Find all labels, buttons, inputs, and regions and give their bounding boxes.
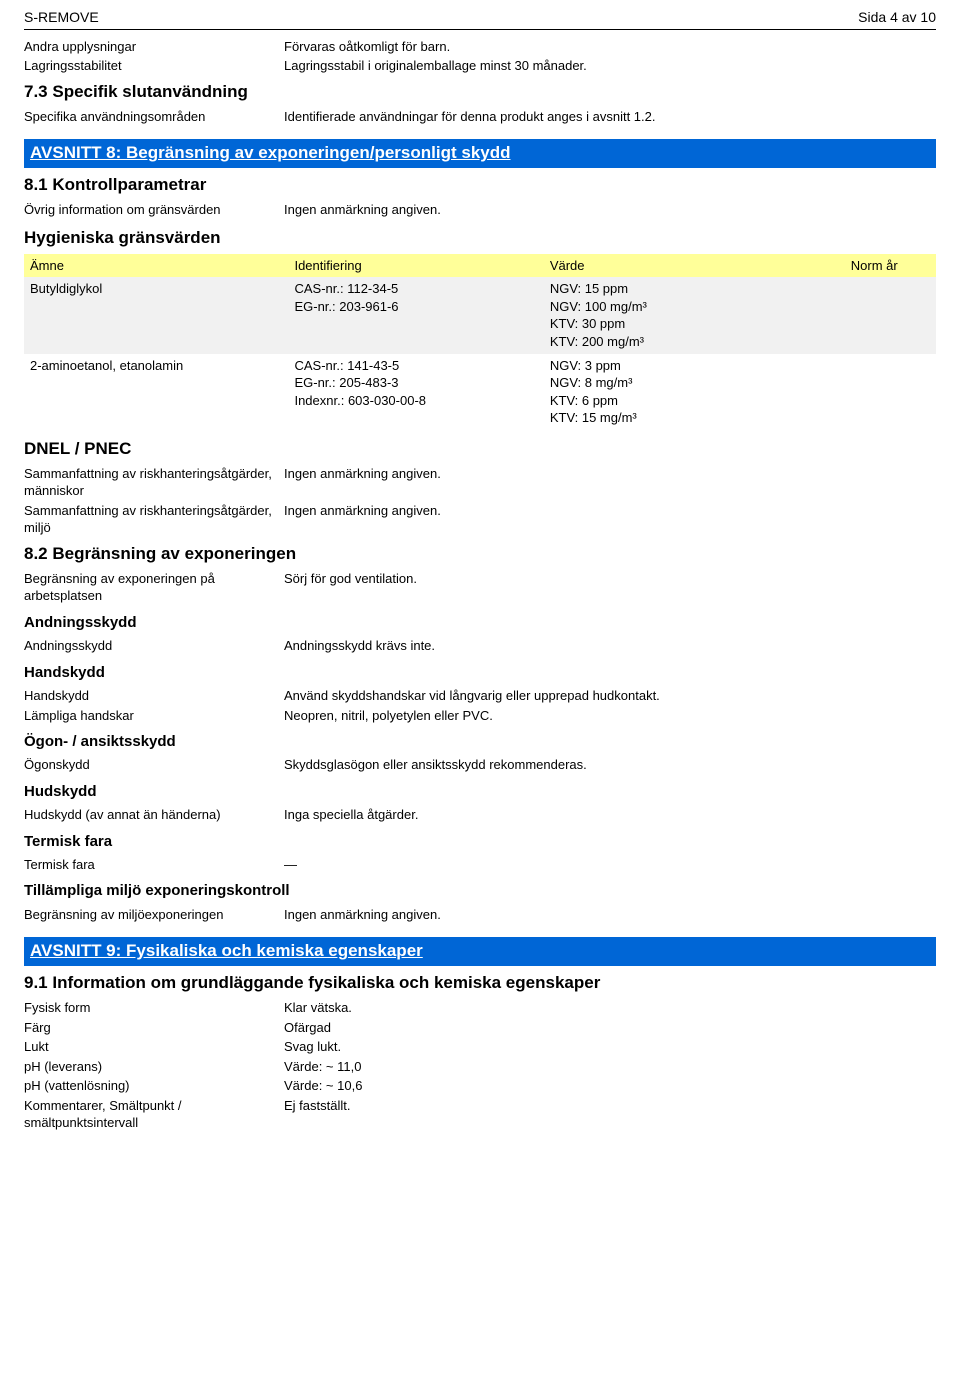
cell-varde: NGV: 3 ppm NGV: 8 mg/m³ KTV: 6 ppm KTV: … [544, 354, 845, 430]
kv-label: Lagringsstabilitet [24, 57, 284, 75]
kv-value: Ingen anmärkning angiven. [284, 201, 936, 219]
kv-row: Andra upplysningar Förvaras oåtkomligt f… [24, 38, 936, 56]
kv-label: Sammanfattning av riskhanteringsåtgärder… [24, 465, 284, 500]
cell-varde: NGV: 15 ppm NGV: 100 mg/m³ KTV: 30 ppm K… [544, 277, 845, 353]
heading-8-2: 8.2 Begränsning av exponeringen [24, 543, 936, 566]
kv-label: Kommentarer, Smältpunkt / smältpunktsint… [24, 1097, 284, 1132]
kv-value: Använd skyddshandskar vid långvarig elle… [284, 687, 936, 705]
cell-id: CAS-nr.: 112-34-5 EG-nr.: 203-961-6 [288, 277, 543, 353]
hygienic-table: Ämne Identifiering Värde Norm år Butyldi… [24, 254, 936, 430]
kv-row: Sammanfattning av riskhanteringsåtgärder… [24, 502, 936, 537]
kv-label: Lämpliga handskar [24, 707, 284, 725]
kv-value: — [284, 856, 936, 874]
section-9-banner: AVSNITT 9: Fysikaliska och kemiska egens… [24, 937, 936, 966]
kv-row: Lämpliga handskar Neopren, nitril, polye… [24, 707, 936, 725]
heading-ogon: Ögon- / ansiktsskydd [24, 732, 936, 752]
kv-label: Sammanfattning av riskhanteringsåtgärder… [24, 502, 284, 537]
table-row: Butyldiglykol CAS-nr.: 112-34-5 EG-nr.: … [24, 277, 936, 353]
heading-andningsskydd: Andningsskydd [24, 613, 936, 633]
heading-handskydd: Handskydd [24, 663, 936, 683]
kv-value: Identifierade användningar för denna pro… [284, 108, 936, 126]
th-amne: Ämne [24, 254, 288, 278]
kv-label: Övrig information om gränsvärden [24, 201, 284, 219]
kv-row: Övrig information om gränsvärden Ingen a… [24, 201, 936, 219]
kv-row: Begränsning av exponeringen på arbetspla… [24, 570, 936, 605]
kv-row: Fysisk form Klar vätska. [24, 999, 936, 1017]
heading-termisk: Termisk fara [24, 832, 936, 852]
kv-label: pH (vattenlösning) [24, 1077, 284, 1095]
kv-value: Klar vätska. [284, 999, 936, 1017]
kv-row: Andningsskydd Andningsskydd krävs inte. [24, 637, 936, 655]
kv-row: Färg Ofärgad [24, 1019, 936, 1037]
kv-label: Andra upplysningar [24, 38, 284, 56]
section-8-banner: AVSNITT 8: Begränsning av exponeringen/p… [24, 139, 936, 168]
kv-row: Kommentarer, Smältpunkt / smältpunktsint… [24, 1097, 936, 1132]
heading-9-1: 9.1 Information om grundläggande fysikal… [24, 972, 936, 995]
kv-value: Ingen anmärkning angiven. [284, 502, 936, 537]
cell-amne: Butyldiglykol [24, 277, 288, 353]
heading-8-1: 8.1 Kontrollparametrar [24, 174, 936, 197]
kv-row: pH (leverans) Värde: ~ 11,0 [24, 1058, 936, 1076]
kv-row: Lukt Svag lukt. [24, 1038, 936, 1056]
kv-row: Sammanfattning av riskhanteringsåtgärder… [24, 465, 936, 500]
kv-row: Termisk fara — [24, 856, 936, 874]
kv-value: Värde: ~ 10,6 [284, 1077, 936, 1095]
cell-id: CAS-nr.: 141-43-5 EG-nr.: 205-483-3 Inde… [288, 354, 543, 430]
cell-amne: 2-aminoetanol, etanolamin [24, 354, 288, 430]
kv-value: Ingen anmärkning angiven. [284, 465, 936, 500]
kv-label: Termisk fara [24, 856, 284, 874]
kv-label: Andningsskydd [24, 637, 284, 655]
th-norm: Norm år [845, 254, 936, 278]
kv-value: Ingen anmärkning angiven. [284, 906, 936, 924]
kv-value: Svag lukt. [284, 1038, 936, 1056]
kv-value: Ofärgad [284, 1019, 936, 1037]
kv-label: Lukt [24, 1038, 284, 1056]
kv-label: Hudskydd (av annat än händerna) [24, 806, 284, 824]
kv-row: Specifika användningsområden Identifiera… [24, 108, 936, 126]
kv-label: Handskydd [24, 687, 284, 705]
heading-hygieniska: Hygieniska gränsvärden [24, 227, 936, 250]
table-row: 2-aminoetanol, etanolamin CAS-nr.: 141-4… [24, 354, 936, 430]
kv-label: Fysisk form [24, 999, 284, 1017]
kv-row: pH (vattenlösning) Värde: ~ 10,6 [24, 1077, 936, 1095]
heading-miljo: Tillämpliga miljö exponeringskontroll [24, 881, 936, 901]
cell-norm [845, 277, 936, 353]
kv-row: Lagringsstabilitet Lagringsstabil i orig… [24, 57, 936, 75]
table-header-row: Ämne Identifiering Värde Norm år [24, 254, 936, 278]
heading-hudskydd: Hudskydd [24, 782, 936, 802]
page-header: S-REMOVE Sida 4 av 10 [24, 8, 936, 30]
cell-norm [845, 354, 936, 430]
kv-label: pH (leverans) [24, 1058, 284, 1076]
kv-label: Begränsning av exponeringen på arbetspla… [24, 570, 284, 605]
kv-value: Inga speciella åtgärder. [284, 806, 936, 824]
kv-value: Neopren, nitril, polyetylen eller PVC. [284, 707, 936, 725]
heading-7-3: 7.3 Specifik slutanvändning [24, 81, 936, 104]
th-varde: Värde [544, 254, 845, 278]
kv-value: Förvaras oåtkomligt för barn. [284, 38, 936, 56]
kv-value: Lagringsstabil i originalemballage minst… [284, 57, 936, 75]
page-number: Sida 4 av 10 [858, 8, 936, 27]
kv-label: Färg [24, 1019, 284, 1037]
kv-value: Värde: ~ 11,0 [284, 1058, 936, 1076]
kv-label: Ögonskydd [24, 756, 284, 774]
kv-row: Ögonskydd Skyddsglasögon eller ansiktssk… [24, 756, 936, 774]
kv-label: Begränsning av miljöexponeringen [24, 906, 284, 924]
kv-label: Specifika användningsområden [24, 108, 284, 126]
product-name: S-REMOVE [24, 8, 99, 27]
kv-value: Sörj för god ventilation. [284, 570, 936, 605]
kv-row: Handskydd Använd skyddshandskar vid lång… [24, 687, 936, 705]
kv-row: Hudskydd (av annat än händerna) Inga spe… [24, 806, 936, 824]
kv-value: Ej fastställt. [284, 1097, 936, 1132]
kv-row: Begränsning av miljöexponeringen Ingen a… [24, 906, 936, 924]
kv-value: Skyddsglasögon eller ansiktsskydd rekomm… [284, 756, 936, 774]
heading-dnel: DNEL / PNEC [24, 438, 936, 461]
kv-value: Andningsskydd krävs inte. [284, 637, 936, 655]
th-id: Identifiering [288, 254, 543, 278]
